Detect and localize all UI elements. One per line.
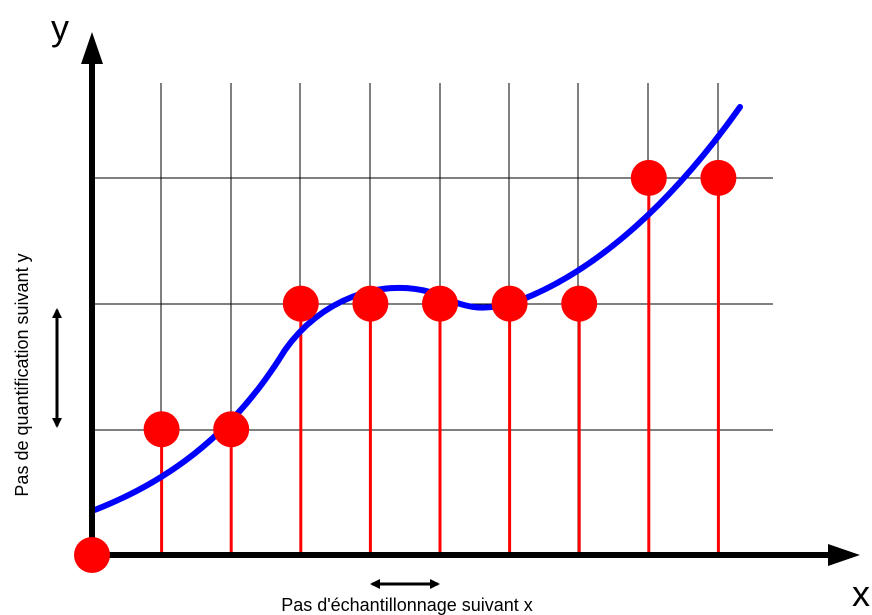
sample-point xyxy=(491,285,528,322)
sample-point xyxy=(74,537,110,573)
sample-stems xyxy=(160,177,720,555)
sample-point xyxy=(282,285,319,322)
signal-curve xyxy=(89,104,743,514)
quantization-step-label: Pas de quantification suivant y xyxy=(12,253,32,496)
y-axis-arrowhead xyxy=(81,32,103,64)
sample-point xyxy=(352,285,389,322)
sample-points xyxy=(74,159,737,573)
sample-point xyxy=(422,285,458,322)
sample-point xyxy=(213,411,250,448)
sample-point xyxy=(561,285,598,322)
y-axis-label: y xyxy=(51,7,69,48)
x-axis-arrowhead xyxy=(828,544,860,566)
sampling-step-label: Pas d'échantillonnage suivant x xyxy=(281,595,533,615)
sample-point xyxy=(630,159,667,196)
sample-point xyxy=(700,159,737,196)
sample-point xyxy=(143,411,180,448)
x-axis-label: x xyxy=(852,573,870,614)
